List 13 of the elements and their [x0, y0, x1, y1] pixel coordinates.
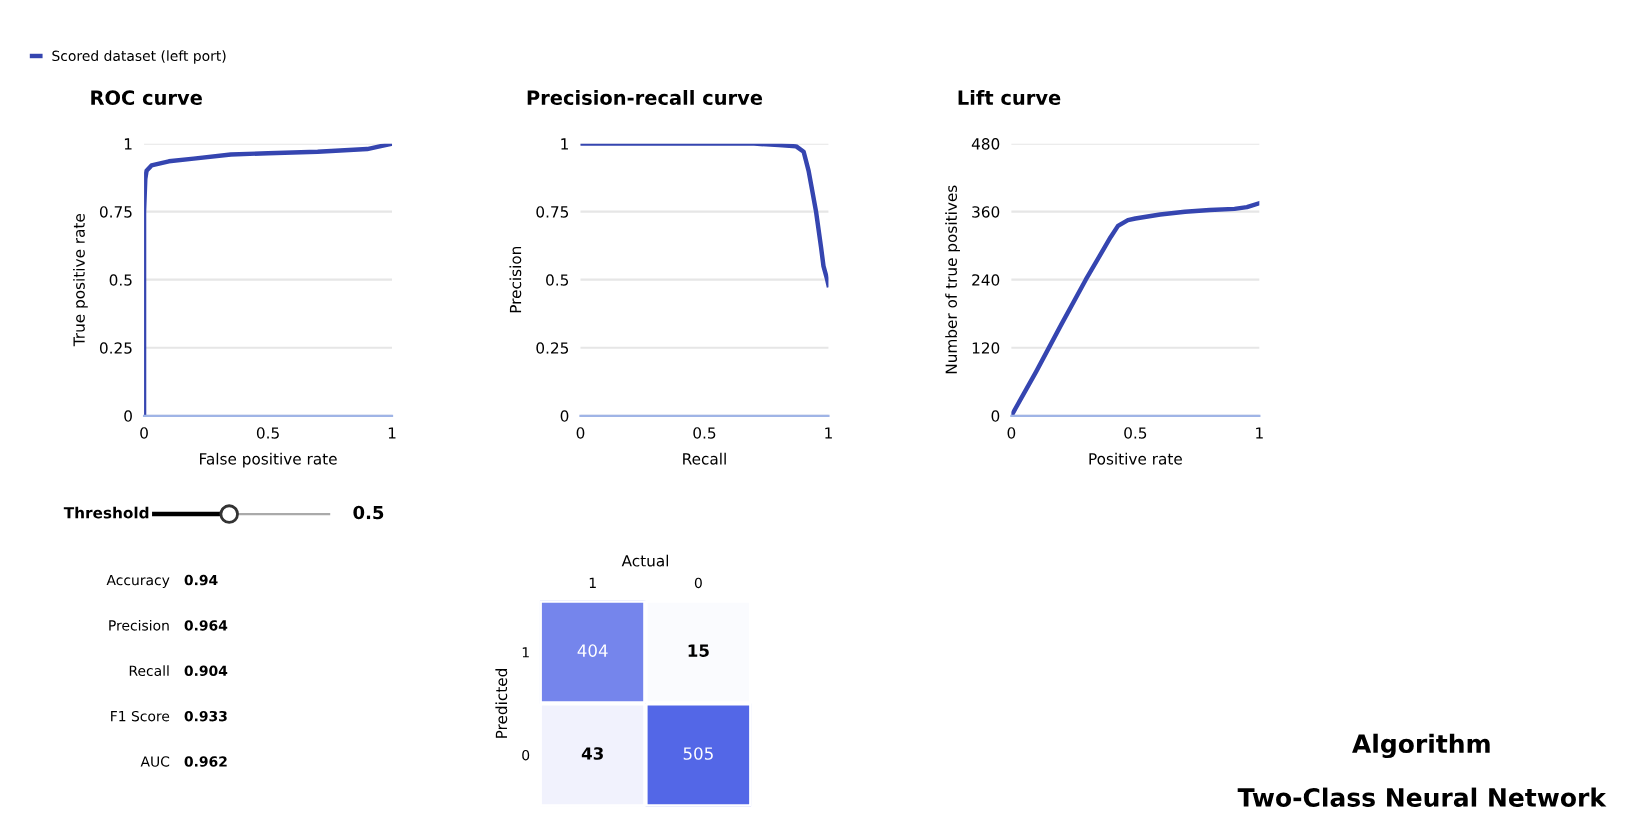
data-label: 15 — [688, 644, 709, 657]
data-label: 404 — [577, 644, 608, 657]
line-series — [1011, 200, 1260, 416]
chart-title: Lift curve — [958, 89, 1061, 106]
data-label: 505 — [683, 747, 713, 760]
line-series — [144, 143, 393, 416]
data-label: 43 — [581, 747, 603, 760]
text: 0.5 — [353, 505, 384, 520]
chart-title: Precision-recall curve — [527, 89, 763, 106]
text: Algorithm — [1352, 733, 1490, 759]
line-series — [580, 143, 829, 288]
text: Two-Class Neural Network — [1237, 787, 1607, 807]
chart-title: ROC curve — [91, 90, 202, 106]
